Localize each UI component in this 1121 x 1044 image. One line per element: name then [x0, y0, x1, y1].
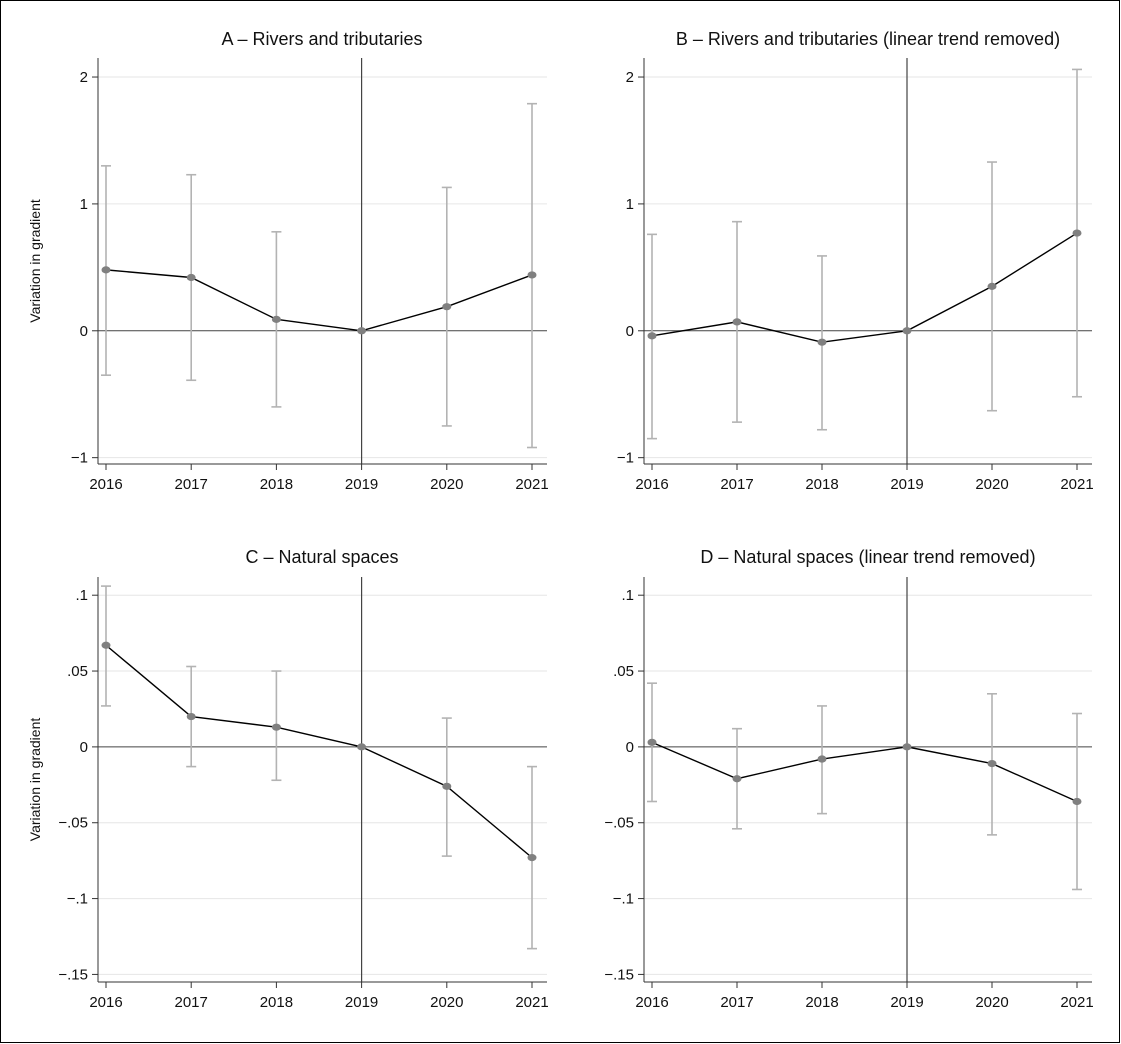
y-tick-label: 1	[626, 196, 634, 213]
data-point-2017	[186, 273, 196, 282]
data-point-2016	[647, 332, 657, 340]
x-tick-label: 2021	[515, 994, 548, 1011]
x-tick-label: 2019	[890, 994, 923, 1011]
x-tick-label: 2021	[515, 476, 548, 493]
chart-panel-3: −.15 −.1 −.05 0 .05 .1 2016 2017 2018 2019 2020 202…	[27, 547, 549, 1011]
data-point-2016	[647, 738, 657, 746]
x-tick-label: 2019	[345, 476, 378, 493]
series-line	[651, 741, 1078, 803]
y-tick-label: .05	[67, 663, 88, 680]
data-point-2020	[987, 282, 997, 290]
y-axis-title: Variation in gradient	[27, 199, 43, 323]
series-line	[105, 644, 533, 859]
y-tick-label: −.05	[58, 815, 88, 832]
x-tick-label: 2020	[430, 994, 463, 1011]
data-point-2021	[527, 854, 537, 862]
y-tick-label: −.15	[58, 966, 88, 983]
series-line	[651, 232, 1078, 343]
data-point-2021	[1072, 229, 1082, 237]
data-point-2020	[442, 303, 452, 311]
data-point-2017	[732, 775, 742, 783]
y-tick-label: −.1	[613, 891, 634, 908]
panel-title: C – Natural spaces	[245, 547, 398, 567]
y-tick-label: −.05	[604, 815, 634, 832]
x-tick-label: 2020	[975, 994, 1008, 1011]
y-tick-label: 0	[80, 739, 88, 756]
x-tick-label: 2018	[805, 476, 838, 493]
panel-title: A – Rivers and tributaries	[221, 29, 422, 49]
x-tick-label: 2017	[175, 476, 208, 493]
y-tick-label: 0	[80, 323, 88, 340]
data-point-2020	[442, 782, 452, 790]
data-point-2020	[987, 759, 997, 768]
x-tick-label: 2017	[720, 476, 753, 493]
data-point-2019	[357, 327, 367, 335]
y-axis-title: Variation in gradient	[27, 718, 43, 842]
x-tick-label: 2021	[1060, 994, 1093, 1011]
y-tick-label: .1	[75, 587, 88, 604]
data-point-2021	[527, 271, 537, 279]
panel-title: B – Rivers and tributaries (linear trend…	[676, 29, 1060, 49]
x-tick-label: 2020	[975, 476, 1008, 493]
y-tick-label: 2	[626, 69, 634, 86]
y-tick-label: .05	[613, 663, 634, 680]
chart-panel-1: −1 0 1 2 2016 2017 2018 2019 2020 2021 A – Rivers …	[27, 29, 549, 493]
y-tick-label: 0	[626, 739, 634, 756]
x-tick-label: 2019	[890, 476, 923, 493]
panels: −1 0 1 2 2016 2017 2018 2019 2020 2021 A – Rivers …	[27, 29, 1094, 1011]
data-point-2018	[817, 338, 827, 346]
x-tick-label: 2018	[805, 994, 838, 1011]
data-point-2016	[101, 641, 111, 649]
chart-panel-2: −1 0 1 2 2016 2017 2018 2019 2020 2021 B – Rivers …	[617, 29, 1094, 493]
x-tick-label: 2017	[175, 994, 208, 1011]
chart-panel-4: −.15 −.1 −.05 0 .05 .1 2016 2017 2018 2019 2020 202…	[604, 547, 1093, 1011]
y-tick-label: 1	[80, 196, 88, 213]
data-point-2018	[817, 755, 827, 763]
y-tick-label: −1	[71, 450, 88, 467]
data-point-2017	[186, 712, 196, 721]
data-point-2017	[732, 318, 742, 326]
x-tick-label: 2016	[89, 994, 122, 1011]
panel-title: D – Natural spaces (linear trend removed…	[700, 547, 1035, 567]
data-point-2016	[101, 266, 111, 274]
x-tick-label: 2018	[260, 994, 293, 1011]
y-tick-label: .1	[621, 587, 634, 604]
x-tick-label: 2020	[430, 476, 463, 493]
y-tick-label: −1	[617, 450, 634, 467]
x-tick-label: 2021	[1060, 476, 1093, 493]
data-point-2018	[271, 315, 281, 323]
x-tick-label: 2016	[89, 476, 122, 493]
y-tick-label: 0	[626, 323, 634, 340]
data-point-2019	[902, 327, 912, 335]
data-point-2019	[357, 743, 367, 751]
x-tick-label: 2019	[345, 994, 378, 1011]
x-tick-label: 2016	[635, 476, 668, 493]
data-point-2019	[902, 743, 912, 751]
series-line	[105, 269, 533, 332]
x-tick-label: 2016	[635, 994, 668, 1011]
y-tick-label: 2	[80, 69, 88, 86]
data-point-2018	[271, 723, 281, 731]
y-tick-label: −.1	[67, 891, 88, 908]
x-tick-label: 2018	[260, 476, 293, 493]
x-tick-label: 2017	[720, 994, 753, 1011]
y-tick-label: −.15	[604, 966, 634, 983]
data-point-2021	[1072, 797, 1082, 806]
